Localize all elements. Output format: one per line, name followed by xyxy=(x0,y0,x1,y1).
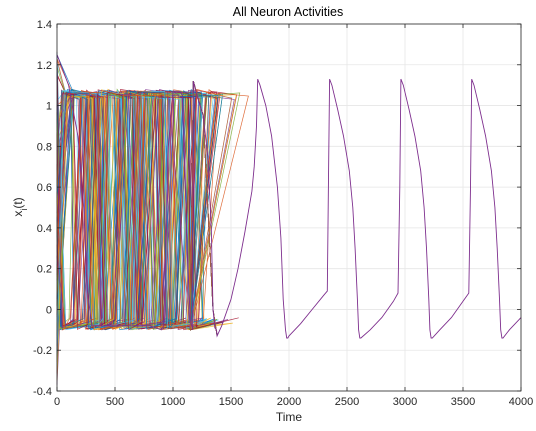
x-tick-label: 2000 xyxy=(277,396,301,408)
y-tick-label: 1.2 xyxy=(37,60,52,72)
y-tick-label: -0.2 xyxy=(33,345,52,357)
y-tick-label: 0.6 xyxy=(37,182,52,194)
y-tick-label: 0.8 xyxy=(37,141,52,153)
y-axis-label: xi(t) xyxy=(11,197,29,216)
chart-title: All Neuron Activities xyxy=(233,5,343,19)
y-tick-label: -0.4 xyxy=(33,386,52,398)
y-tick-label: 1 xyxy=(46,101,52,113)
ticks: 0 500 1000 1500 2000 2500 3000 3500 4000 -0.4 -0.2… xyxy=(33,19,533,408)
x-tick-label: 1500 xyxy=(219,396,243,408)
synchronised-trace xyxy=(56,54,522,339)
x-tick-label: 1000 xyxy=(161,396,185,408)
x-axis-label: Time xyxy=(276,410,303,424)
x-tick-label: 4000 xyxy=(509,396,533,408)
x-tick-label: 3000 xyxy=(393,396,417,408)
series-layer xyxy=(56,51,522,385)
x-tick-label: 0 xyxy=(54,396,60,408)
y-tick-label: 0.4 xyxy=(37,223,52,235)
x-tick-label: 2500 xyxy=(335,396,359,408)
y-tick-label: 1.4 xyxy=(37,19,52,31)
y-tick-label: 0 xyxy=(46,304,52,316)
x-tick-label: 3500 xyxy=(451,396,475,408)
x-tick-label: 500 xyxy=(106,396,124,408)
y-tick-label: 0.2 xyxy=(37,264,52,276)
